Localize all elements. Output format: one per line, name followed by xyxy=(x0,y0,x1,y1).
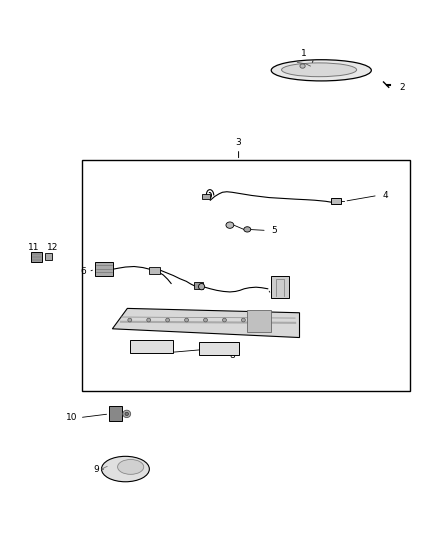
Text: 5: 5 xyxy=(271,226,277,235)
Ellipse shape xyxy=(226,222,234,228)
Ellipse shape xyxy=(147,318,151,322)
Ellipse shape xyxy=(185,318,188,322)
Ellipse shape xyxy=(282,63,357,77)
Text: 4: 4 xyxy=(382,191,388,200)
Polygon shape xyxy=(113,309,300,337)
Ellipse shape xyxy=(241,318,245,322)
Ellipse shape xyxy=(300,64,305,68)
Text: 2: 2 xyxy=(399,83,405,92)
Ellipse shape xyxy=(204,318,208,322)
Ellipse shape xyxy=(128,318,132,322)
Ellipse shape xyxy=(244,227,251,232)
Bar xyxy=(82,160,410,391)
Bar xyxy=(45,253,52,260)
Ellipse shape xyxy=(102,456,149,482)
Text: 7: 7 xyxy=(273,290,279,299)
Bar xyxy=(247,310,271,332)
Text: 3: 3 xyxy=(236,138,241,147)
Bar xyxy=(149,266,160,274)
Bar xyxy=(201,194,210,199)
Text: 8: 8 xyxy=(229,351,235,360)
Bar xyxy=(130,340,173,353)
Bar xyxy=(271,276,289,298)
Bar xyxy=(331,198,341,205)
Text: 11: 11 xyxy=(28,243,39,252)
Text: 9: 9 xyxy=(94,465,99,473)
Ellipse shape xyxy=(166,318,170,322)
Ellipse shape xyxy=(198,284,205,290)
Bar xyxy=(110,407,122,421)
Bar xyxy=(194,282,203,289)
Ellipse shape xyxy=(271,60,371,81)
Text: 12: 12 xyxy=(47,243,58,252)
Ellipse shape xyxy=(117,459,144,474)
Bar xyxy=(199,342,239,354)
Text: 10: 10 xyxy=(66,413,78,422)
Ellipse shape xyxy=(123,410,131,418)
Bar xyxy=(95,262,113,276)
Bar xyxy=(31,252,42,262)
Ellipse shape xyxy=(223,318,226,322)
Text: 6: 6 xyxy=(81,268,86,276)
Ellipse shape xyxy=(125,413,128,416)
Text: 1: 1 xyxy=(301,49,307,58)
